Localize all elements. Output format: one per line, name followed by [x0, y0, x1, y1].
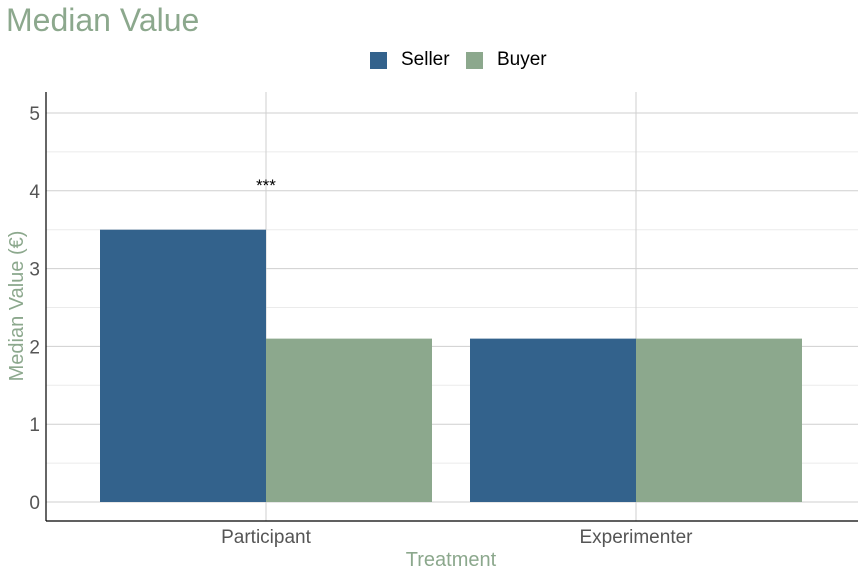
y-tick-label: 3 [29, 260, 40, 281]
y-tick-label: 1 [29, 415, 40, 436]
bar-seller-experimenter [470, 339, 636, 502]
y-tick-label: 4 [29, 182, 40, 203]
bar-buyer-experimenter [636, 339, 802, 502]
y-tick-label: 5 [29, 104, 40, 125]
x-axis-title: Treatment [406, 549, 497, 571]
y-tick-label: 0 [29, 493, 40, 514]
bars [100, 230, 802, 502]
significance-annotation: *** [256, 176, 276, 195]
x-tick-label: Experimenter [580, 527, 694, 548]
bar-seller-participant [100, 230, 266, 502]
y-axis-title: Median Value (€) [6, 231, 28, 382]
x-tick-label: Participant [221, 527, 311, 548]
y-tick-label: 2 [29, 337, 40, 358]
bar-buyer-participant [266, 339, 432, 502]
